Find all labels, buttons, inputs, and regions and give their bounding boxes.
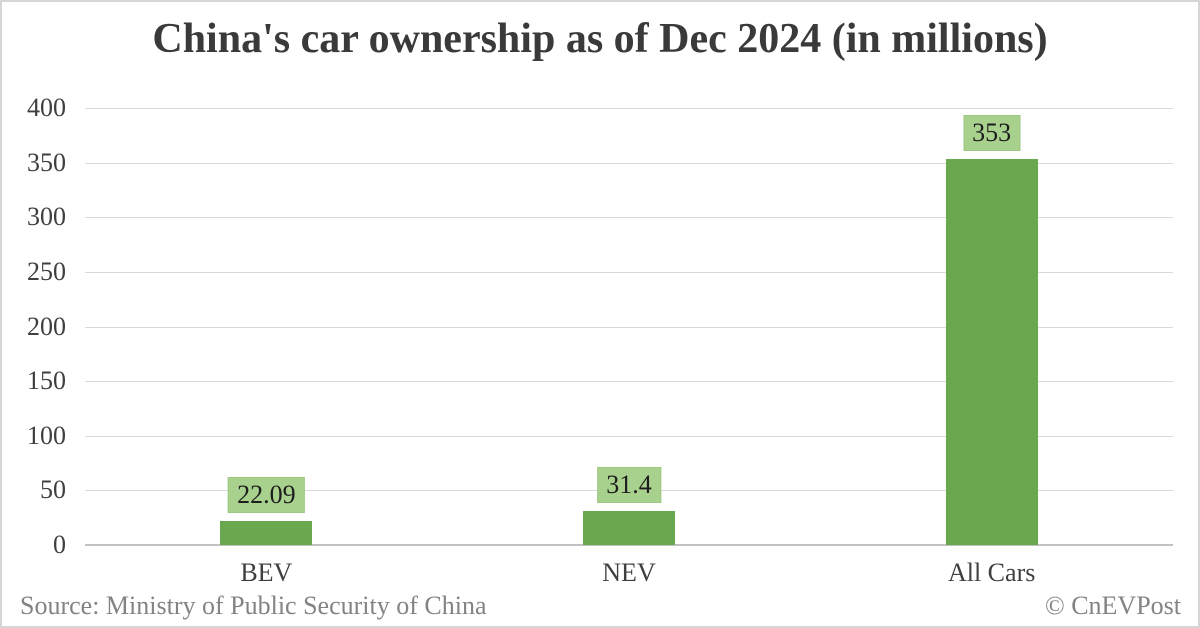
y-tick-label-50: 50 [40,475,66,505]
gridline-200 [85,326,1173,328]
x-category-label-nev: NEV [602,558,656,587]
y-tick-label-150: 150 [27,366,66,396]
x-axis-labels: BEV NEV All Cars [85,558,1173,588]
y-axis-labels: 0 50 100 150 200 250 300 350 400 [2,95,66,558]
y-tick-label-350: 350 [27,147,66,177]
gridline-0 [85,544,1173,546]
gridline-400 [85,108,1173,109]
gridline-150 [85,381,1173,383]
chart-footer: Source: Ministry of Public Security of C… [20,593,1181,619]
y-tick-label-0: 0 [53,530,66,559]
copyright-note: © CnEVPost [1044,591,1181,620]
gridline-250 [85,271,1173,273]
bar-bev [220,520,313,545]
plot-area: 22.09 31.4 353 [85,108,1173,546]
value-label-bev: 22.09 [228,476,305,513]
x-category-label-bev: BEV [240,558,293,587]
y-tick-label-250: 250 [27,256,66,286]
gridline-350 [85,162,1173,164]
y-tick-label-400: 400 [27,93,66,122]
y-tick-label-100: 100 [27,420,66,450]
gridline-100 [85,435,1173,437]
gridline-300 [85,217,1173,219]
value-label-nev: 31.4 [597,466,661,503]
bar-all-cars [945,159,1038,545]
value-label-all-cars: 353 [963,115,1021,152]
x-category-label-all-cars: All Cars [947,558,1036,587]
source-note: Source: Ministry of Public Security of C… [20,591,487,620]
chart-title: China's car ownership as of Dec 2024 (in… [152,16,1048,62]
bar-nev [583,510,675,545]
y-tick-label-200: 200 [27,311,66,341]
y-tick-label-300: 300 [27,202,66,232]
